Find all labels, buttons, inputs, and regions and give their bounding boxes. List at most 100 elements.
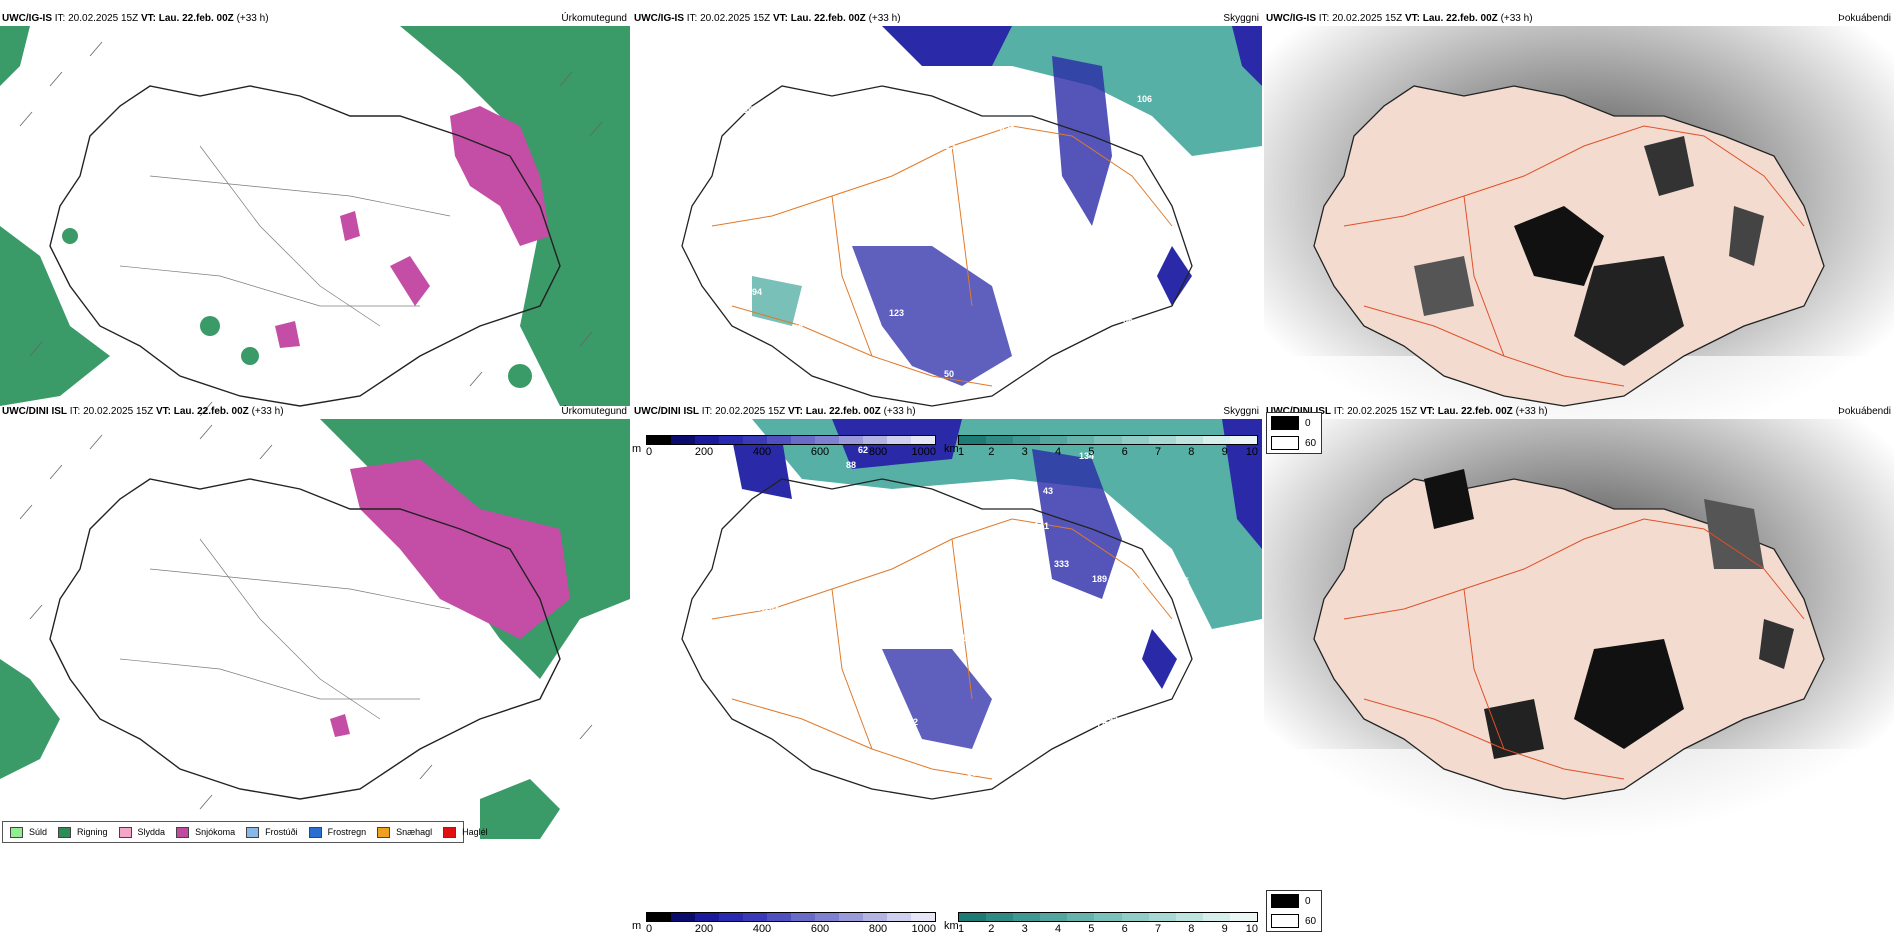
- legend-swatch: [308, 826, 322, 838]
- map-fog: [1264, 26, 1894, 446]
- legend-item: Frostregn: [308, 826, 366, 838]
- map-ptype: [0, 419, 630, 839]
- cloud-value-label: 115: [941, 141, 956, 151]
- colorbar-segment: [1229, 913, 1258, 921]
- map-svg: [1264, 26, 1894, 446]
- model-name: UWC/IG-IS: [2, 13, 52, 24]
- panel-title: UWC/IG-IS IT: 20.02.2025 15Z VT: Lau. 22…: [1266, 12, 1892, 28]
- colorbar-tick: 800: [868, 923, 888, 935]
- colorbar-segment: [791, 436, 815, 444]
- cloud-value-label: 56: [902, 618, 912, 628]
- legend-label: Slydda: [137, 827, 166, 837]
- field-name: Þokuábendi: [1838, 13, 1891, 24]
- colorbar-tick: 10: [1245, 923, 1258, 935]
- colorbar-segment: [887, 436, 911, 444]
- cloud-value-label: 101: [967, 164, 982, 174]
- lead-time: (+33 h): [1500, 13, 1533, 24]
- field-name: Úrkomutegund: [561, 406, 627, 417]
- legend-swatch: [377, 826, 391, 838]
- legend-item: Slydda: [118, 826, 166, 838]
- it-label: IT:: [1333, 406, 1345, 417]
- colorbar-tick: 600: [810, 446, 830, 458]
- fog-legend-swatch: [1271, 914, 1299, 928]
- fog-legend-row: 0: [1267, 413, 1321, 433]
- cloud-value-label: 125: [888, 195, 903, 205]
- colorbar-segment: [671, 436, 695, 444]
- colorbar-segment: [911, 436, 935, 444]
- cloud-value-label: 121: [976, 516, 991, 526]
- colorbar-segment: [1067, 913, 1095, 921]
- fog-legend: 0 60: [1266, 412, 1322, 454]
- it-value: 20.02.2025 15Z: [83, 406, 154, 417]
- colorbar-segment: [1040, 436, 1068, 444]
- colorbar-unit: km: [944, 443, 959, 455]
- fog-legend-row: 0: [1267, 891, 1321, 911]
- vt-value: Lau. 22.feb. 00Z: [790, 13, 866, 24]
- colorbar-segment: [959, 913, 987, 921]
- panel-ptype-row1: UWC/IG-IS IT: 20.02.2025 15Z VT: Lau. 22…: [0, 10, 630, 465]
- cloud-value-label: 94: [710, 682, 720, 692]
- model-name: UWC/DINI ISL: [634, 406, 699, 417]
- cloud-value-label: 56: [1123, 315, 1133, 325]
- colorbar-segment: [863, 436, 887, 444]
- cloud-value-label: 65: [1090, 351, 1100, 361]
- field-name: Skyggni: [1223, 406, 1259, 417]
- fog-legend-value: 0: [1305, 895, 1311, 907]
- legend-label: Snæhagl: [396, 827, 433, 837]
- cloud-value-label: 61: [1161, 150, 1171, 160]
- cloud-value-label: 58: [847, 147, 857, 157]
- fog-legend-row: 60: [1267, 911, 1321, 931]
- cloud-value-label: 43: [793, 323, 803, 333]
- colorbar-tick: 1000: [911, 446, 936, 458]
- vt-value: Lau. 22.feb. 00Z: [173, 406, 249, 417]
- legend-label: Haglél: [462, 827, 488, 837]
- model-name: UWC/IG-IS: [1266, 13, 1316, 24]
- legend-swatch: [443, 826, 457, 838]
- vt-label: VT:: [140, 13, 156, 24]
- cloud-value-label: 60: [806, 347, 816, 357]
- cloud-value-label: 109: [1129, 576, 1144, 586]
- vt-value: Lau. 22.feb. 00Z: [1422, 13, 1498, 24]
- panel-fog-row2: UWC/DINI ISL IT: 20.02.2025 15Z VT: Lau.…: [1264, 403, 1894, 858]
- cloud-value-label: 103: [764, 603, 779, 613]
- colorbar-tick: 3: [1021, 446, 1028, 458]
- colorbar-tick: 9: [1221, 446, 1228, 458]
- cloud-value-label: 79: [894, 176, 904, 186]
- panel-title: UWC/DINI ISL IT: 20.02.2025 15Z VT: Lau.…: [1266, 405, 1892, 421]
- map-cloud: 62 43 35 56 105 103 349 141 73 121 60 91 88 128 69 73 62…: [632, 419, 1262, 839]
- vt-label: VT:: [155, 406, 171, 417]
- legend-swatch: [58, 826, 72, 838]
- fog-legend-swatch: [1271, 416, 1299, 430]
- model-name: UWC/DINI ISL: [2, 406, 67, 417]
- cloud-value-label: 333: [1054, 559, 1069, 569]
- lead-time: (+33 h): [883, 406, 916, 417]
- vt-label: VT:: [1419, 406, 1435, 417]
- panel-cloud-row1: UWC/IG-IS IT: 20.02.2025 15Z VT: Lau. 22…: [632, 10, 1262, 465]
- cloud-value-label: 106: [1137, 94, 1152, 104]
- cloud-value-label: 97: [1181, 168, 1191, 178]
- colorbar-segment: [743, 913, 767, 921]
- map-svg: [0, 26, 630, 446]
- colorbar-tick: 10: [1245, 446, 1258, 458]
- legend-label: Snjókoma: [195, 827, 236, 837]
- colorbar-tick: 5: [1088, 446, 1095, 458]
- cloud-value-label: 42: [735, 689, 745, 699]
- it-label: IT:: [69, 406, 81, 417]
- cloud-value-label: 68: [741, 555, 751, 565]
- panel-cloud-row2: UWC/DINI ISL IT: 20.02.2025 15Z VT: Lau.…: [632, 403, 1262, 858]
- lead-time: (+33 h): [1515, 406, 1548, 417]
- panel-title: UWC/DINI ISL IT: 20.02.2025 15Z VT: Lau.…: [634, 405, 1260, 421]
- vt-value: Lau. 22.feb. 00Z: [1437, 406, 1513, 417]
- cloud-value-label: 58: [908, 579, 918, 589]
- colorbar-tick: 800: [868, 446, 888, 458]
- colorbar-segment: [647, 913, 671, 921]
- cloud-value-label: 128: [847, 618, 862, 628]
- colorbar-segment: [1148, 913, 1176, 921]
- cloud-value-label: 65: [781, 161, 791, 171]
- cloud-value-label: 141: [1034, 521, 1049, 531]
- colorbar-tick: 1: [958, 446, 965, 458]
- map-fog: [1264, 419, 1894, 839]
- legend-swatch: [176, 826, 190, 838]
- colorbar-tick: 1000: [911, 923, 936, 935]
- colorbar-segment: [815, 436, 839, 444]
